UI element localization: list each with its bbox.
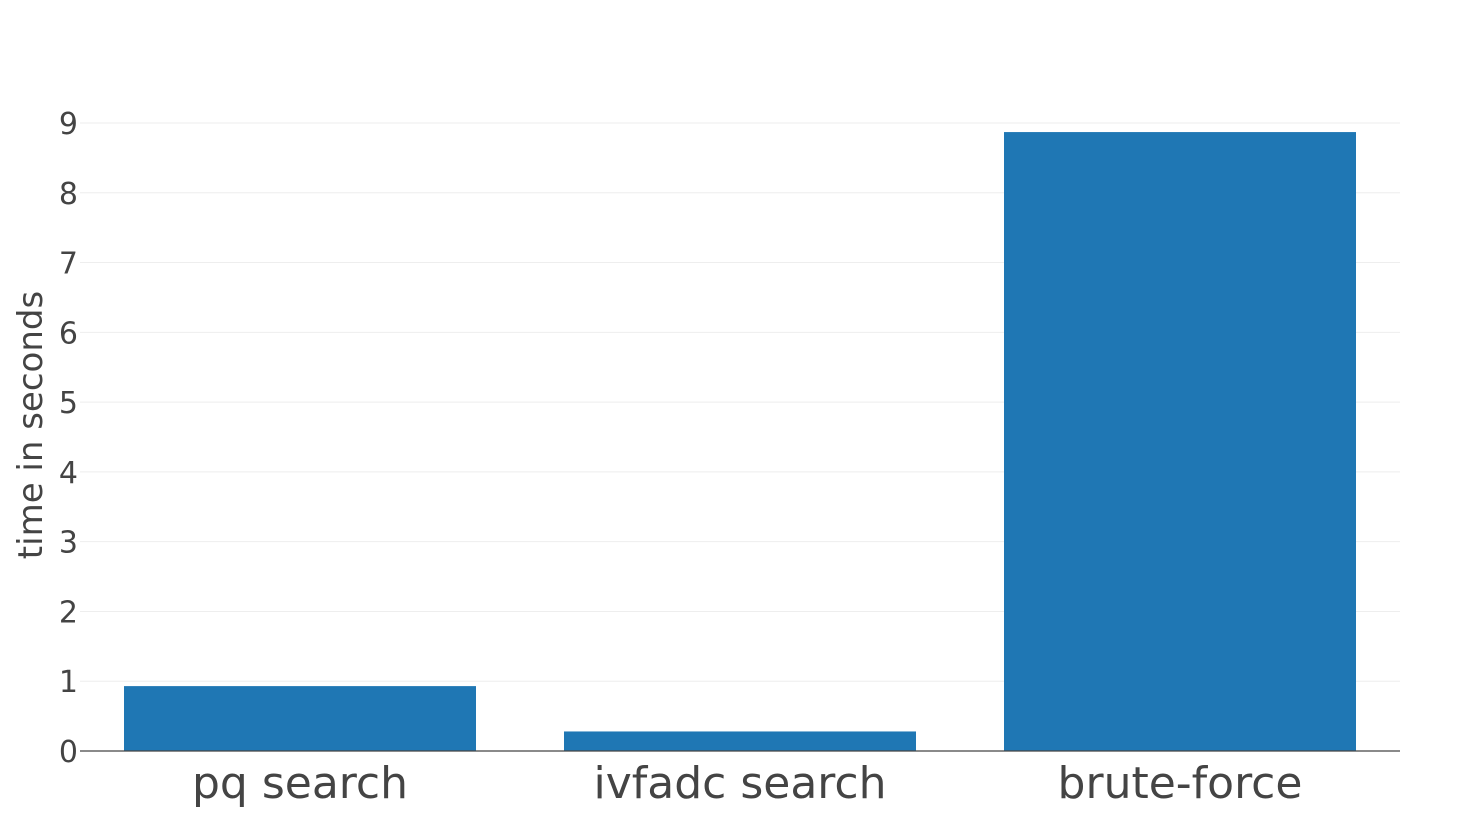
y-axis-ticks: 0 1 2 3 4 5 6 7 8 9 [59,107,78,770]
y-tick-label: 7 [59,247,78,282]
x-tick-label: brute-force [1058,758,1303,809]
bar-pq-search [124,686,476,751]
y-tick-label: 2 [59,595,78,630]
x-axis-ticks: pq search ivfadc search brute-force [192,758,1302,809]
x-tick-label: ivfadc search [594,758,887,809]
y-tick-label: 1 [59,665,78,700]
bar-brute-force [1004,132,1356,751]
y-tick-label: 0 [59,735,78,770]
y-tick-label: 6 [59,316,78,351]
gridlines [80,122,1400,682]
bars [124,132,1356,751]
x-tick-label: pq search [192,758,408,809]
y-axis-title: time in seconds [11,291,51,559]
y-tick-label: 3 [59,526,78,561]
y-tick-label: 9 [59,107,78,142]
bar-ivfadc-search [564,731,916,751]
y-tick-label: 5 [59,386,78,421]
y-tick-label: 4 [59,456,78,491]
y-tick-label: 8 [59,177,78,212]
